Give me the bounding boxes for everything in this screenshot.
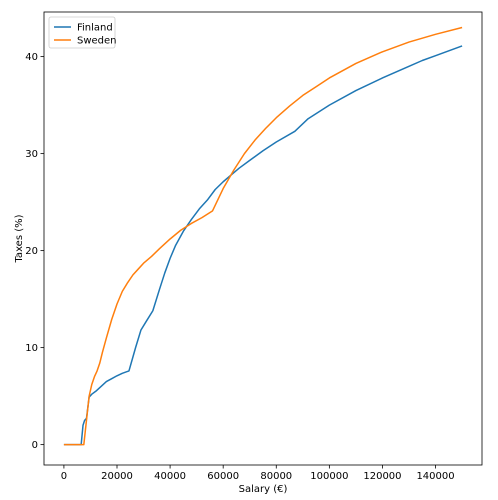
- y-tick-label: 0: [32, 440, 38, 451]
- legend-label-sweden: Sweden: [77, 36, 117, 47]
- y-tick-label: 20: [25, 246, 38, 257]
- x-tick-label: 120000: [363, 471, 401, 482]
- x-tick-label: 20000: [101, 471, 133, 482]
- x-tick-label: 140000: [416, 471, 454, 482]
- legend: Finland Sweden: [48, 16, 117, 49]
- x-axis-label: Salary (€): [239, 484, 288, 495]
- series-lines: [63, 26, 463, 446]
- y-tick-label: 30: [25, 149, 38, 160]
- y-tick-label: 10: [25, 343, 38, 354]
- y-tick-label: 40: [25, 52, 38, 63]
- x-tick-label: 0: [61, 471, 67, 482]
- x-tick-label: 60000: [207, 471, 239, 482]
- y-axis-label: Taxes (%): [14, 214, 25, 263]
- x-tick-label: 40000: [154, 471, 186, 482]
- legend-label-finland: Finland: [77, 23, 113, 34]
- x-tick-label: 100000: [310, 471, 348, 482]
- series-line-finland: [63, 45, 463, 446]
- x-axis: 0 20000 40000 60000 80000 100000 120000 140000: [61, 465, 455, 482]
- series-line-sweden: [63, 26, 463, 446]
- plot-frame: [43, 11, 483, 466]
- plot-border: [43, 11, 483, 466]
- x-tick-label: 80000: [260, 471, 292, 482]
- y-axis: 0 10 20 30 40: [25, 52, 44, 451]
